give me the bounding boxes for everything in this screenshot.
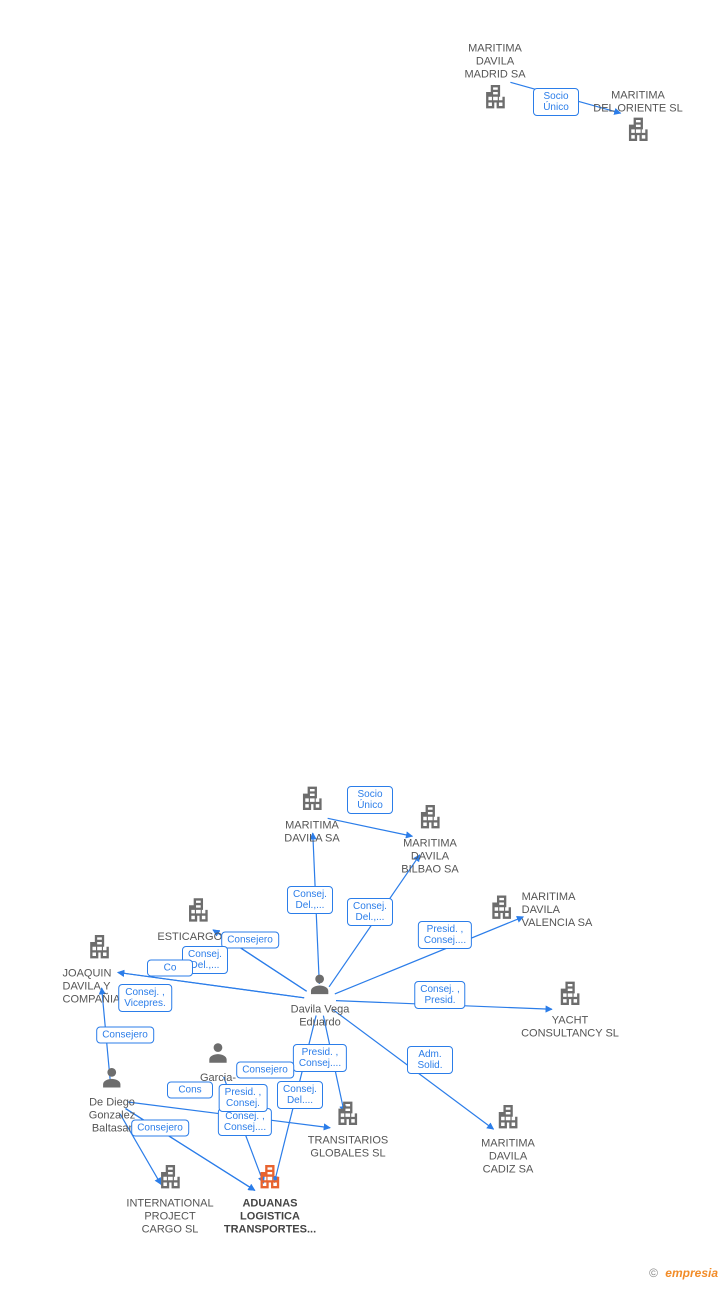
node-n_alt[interactable]: ADUANAS LOGISTICA TRANSPORTES... xyxy=(224,1163,316,1238)
edge-label: Consej. , Consej.... xyxy=(218,1108,272,1136)
building-icon xyxy=(298,784,326,817)
node-n_mds[interactable]: MARITIMA DAVILA SA xyxy=(284,784,339,845)
node-label: INTERNATIONAL PROJECT CARGO SL xyxy=(126,1198,213,1238)
node-label: MARITIMA DAVILA MADRID SA xyxy=(464,43,525,83)
person-icon xyxy=(205,1039,231,1070)
node-n_mdm[interactable]: MARITIMA DAVILA MADRID SA xyxy=(464,41,525,116)
node-label: Davila Vega Eduardo xyxy=(291,1003,350,1029)
edge-label: Socio Único xyxy=(533,88,579,116)
edge-label: Adm. Solid. xyxy=(407,1046,453,1074)
node-label: ADUANAS LOGISTICA TRANSPORTES... xyxy=(224,1198,316,1238)
building-icon xyxy=(488,894,516,927)
edge-label: Consejero xyxy=(221,932,279,949)
edge-label: Socio Único xyxy=(347,786,393,814)
node-n_ddgb[interactable]: De Diego Gonzalez Baltasar xyxy=(89,1064,135,1137)
edge-label: Cons xyxy=(167,1082,213,1099)
node-n_mdc[interactable]: MARITIMA DAVILA CADIZ SA xyxy=(481,1103,535,1178)
edge-label: Consejero xyxy=(236,1062,294,1079)
node-label: MARITIMA DAVILA CADIZ SA xyxy=(481,1138,535,1178)
node-label: MARITIMA DAVILA BILBAO SA xyxy=(401,838,458,878)
person-icon xyxy=(307,970,333,1001)
building-icon xyxy=(624,116,652,149)
node-label: De Diego Gonzalez Baltasar xyxy=(89,1097,135,1137)
edge-label: Presid. , Consej.... xyxy=(293,1044,347,1072)
node-n_mdv[interactable]: MARITIMA DAVILA VALENCIA SA xyxy=(488,889,593,931)
building-icon xyxy=(334,1099,362,1132)
building-icon xyxy=(184,896,212,929)
edge-label: Consej. , Vicepres. xyxy=(118,984,172,1012)
edge-label: Consej. Del.... xyxy=(277,1081,323,1109)
copyright-brand: empresia xyxy=(665,1266,718,1280)
copyright: © empresia xyxy=(649,1266,718,1280)
node-label: MARITIMA DAVILA SA xyxy=(284,819,339,845)
node-label: MARITIMA DEL ORIENTE SL xyxy=(593,89,682,115)
edge-label: Consej. Del.,... xyxy=(347,898,393,926)
building-icon xyxy=(481,82,509,115)
node-n_ipc[interactable]: INTERNATIONAL PROJECT CARGO SL xyxy=(126,1163,213,1238)
building-icon xyxy=(156,1163,184,1196)
edge-label: Consejero xyxy=(131,1120,189,1137)
building-icon xyxy=(416,803,444,836)
node-n_mdo[interactable]: MARITIMA DEL ORIENTE SL xyxy=(593,87,682,148)
node-n_dve[interactable]: Davila Vega Eduardo xyxy=(291,970,350,1029)
edge-label: Consej. Del.,... xyxy=(287,886,333,914)
node-n_mdb[interactable]: MARITIMA DAVILA BILBAO SA xyxy=(401,803,458,878)
edge-label: Consejero xyxy=(96,1027,154,1044)
building-icon xyxy=(494,1103,522,1136)
node-n_gb[interactable]: Garcia- xyxy=(200,1039,236,1085)
node-n_yc[interactable]: YACHT CONSULTANCY SL xyxy=(521,979,619,1040)
building-icon xyxy=(256,1163,284,1196)
edge xyxy=(328,818,413,836)
node-label: MARITIMA DAVILA VALENCIA SA xyxy=(522,891,593,931)
building-icon xyxy=(86,933,114,966)
edge-label: Consej. , Presid. xyxy=(414,981,465,1009)
edge-label: Presid. , Consej. xyxy=(219,1084,268,1112)
person-icon xyxy=(99,1064,125,1095)
copyright-symbol: © xyxy=(649,1266,658,1280)
edges-layer xyxy=(0,0,728,1290)
node-label: TRANSITARIOS GLOBALES SL xyxy=(308,1134,388,1160)
edge-label: Co xyxy=(147,960,193,977)
edge-label: Presid. , Consej.... xyxy=(418,921,472,949)
building-icon xyxy=(556,979,584,1012)
node-label: YACHT CONSULTANCY SL xyxy=(521,1014,619,1040)
